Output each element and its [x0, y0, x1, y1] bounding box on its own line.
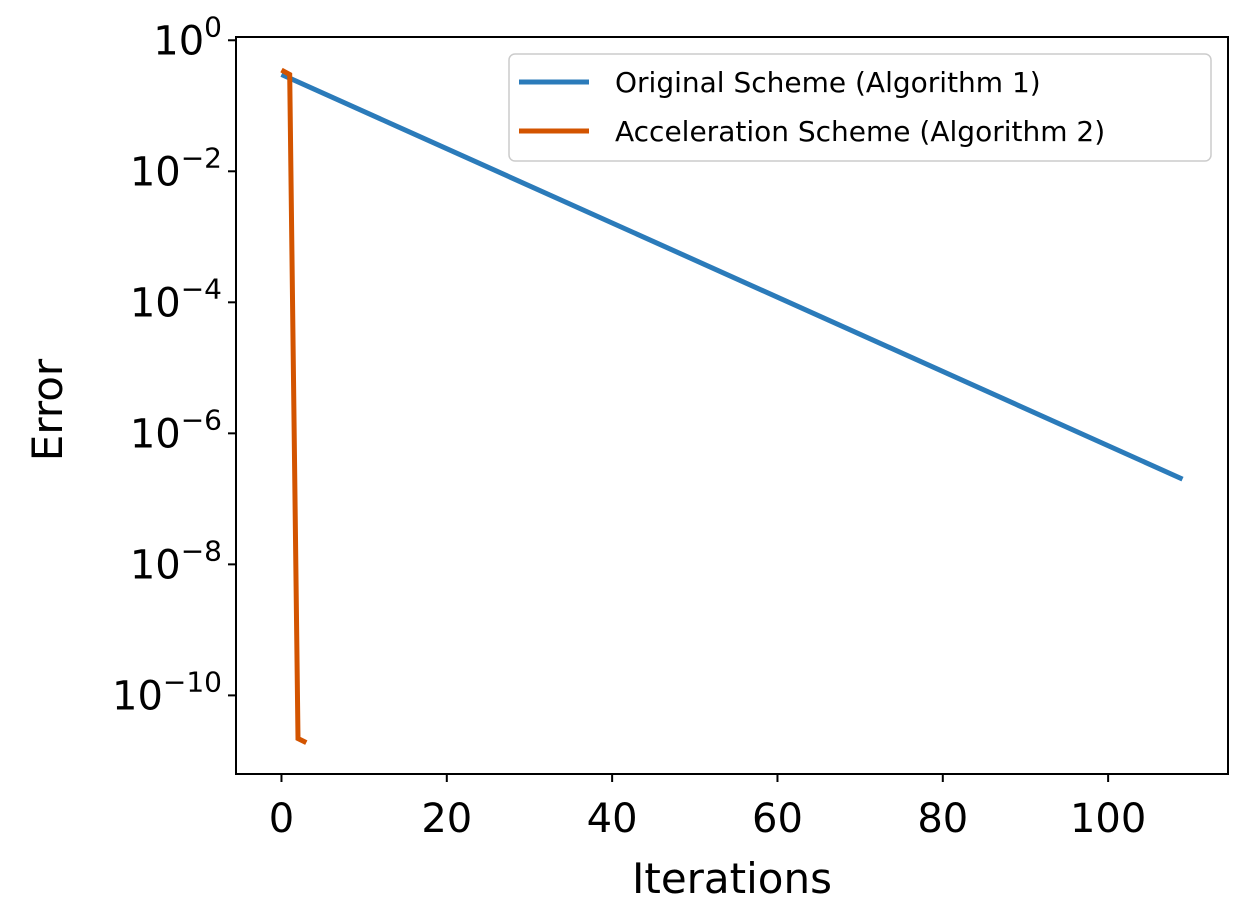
x-axis-ticks: 0 20 40 60 80 100: [269, 774, 1146, 842]
y-tick-label-base: 10: [112, 673, 163, 719]
series-line-1: [280, 67, 308, 745]
legend: Original Scheme (Algorithm 1) Accelerati…: [508, 53, 1212, 162]
series-line-0: [280, 72, 1184, 482]
x-tick-label: 100: [1070, 796, 1146, 842]
y-tick-label-base: 10: [130, 542, 181, 588]
x-tick-label: 20: [421, 796, 472, 842]
y-tick-label-base: 10: [153, 18, 204, 64]
y-tick-label-exponent: 0: [204, 10, 222, 43]
x-tick-label: 40: [587, 796, 638, 842]
legend-box: [508, 53, 1212, 162]
x-tick-label: 0: [269, 796, 294, 842]
y-tick-label-exponent: −4: [181, 272, 222, 305]
legend-label-original: Original Scheme (Algorithm 1): [615, 66, 1041, 99]
y-tick-label: 10−2: [130, 141, 222, 195]
y-tick-label-base: 10: [130, 149, 181, 195]
y-tick-label-exponent: −6: [181, 403, 222, 436]
x-tick-label: 80: [917, 796, 968, 842]
y-tick-label-exponent: −8: [181, 534, 222, 567]
y-axis-label: Error: [23, 358, 72, 461]
axes-frame: [235, 36, 1229, 775]
y-tick-label-exponent: −2: [181, 141, 222, 174]
legend-label-acceleration: Acceleration Scheme (Algorithm 2): [615, 115, 1105, 148]
y-tick-label: 10−10: [112, 665, 222, 719]
y-tick-label-base: 10: [130, 280, 181, 326]
y-tick-label: 10−8: [130, 534, 222, 588]
y-tick-label: 10−6: [130, 403, 222, 457]
y-tick-label: 10−4: [130, 272, 222, 326]
x-tick-label: 60: [752, 796, 803, 842]
y-tick-label-exponent: −10: [163, 665, 222, 698]
y-tick-label-base: 10: [130, 411, 181, 457]
y-tick-label: 100: [153, 10, 222, 64]
x-axis-label: Iterations: [632, 854, 832, 903]
plot-area: [280, 67, 1184, 745]
